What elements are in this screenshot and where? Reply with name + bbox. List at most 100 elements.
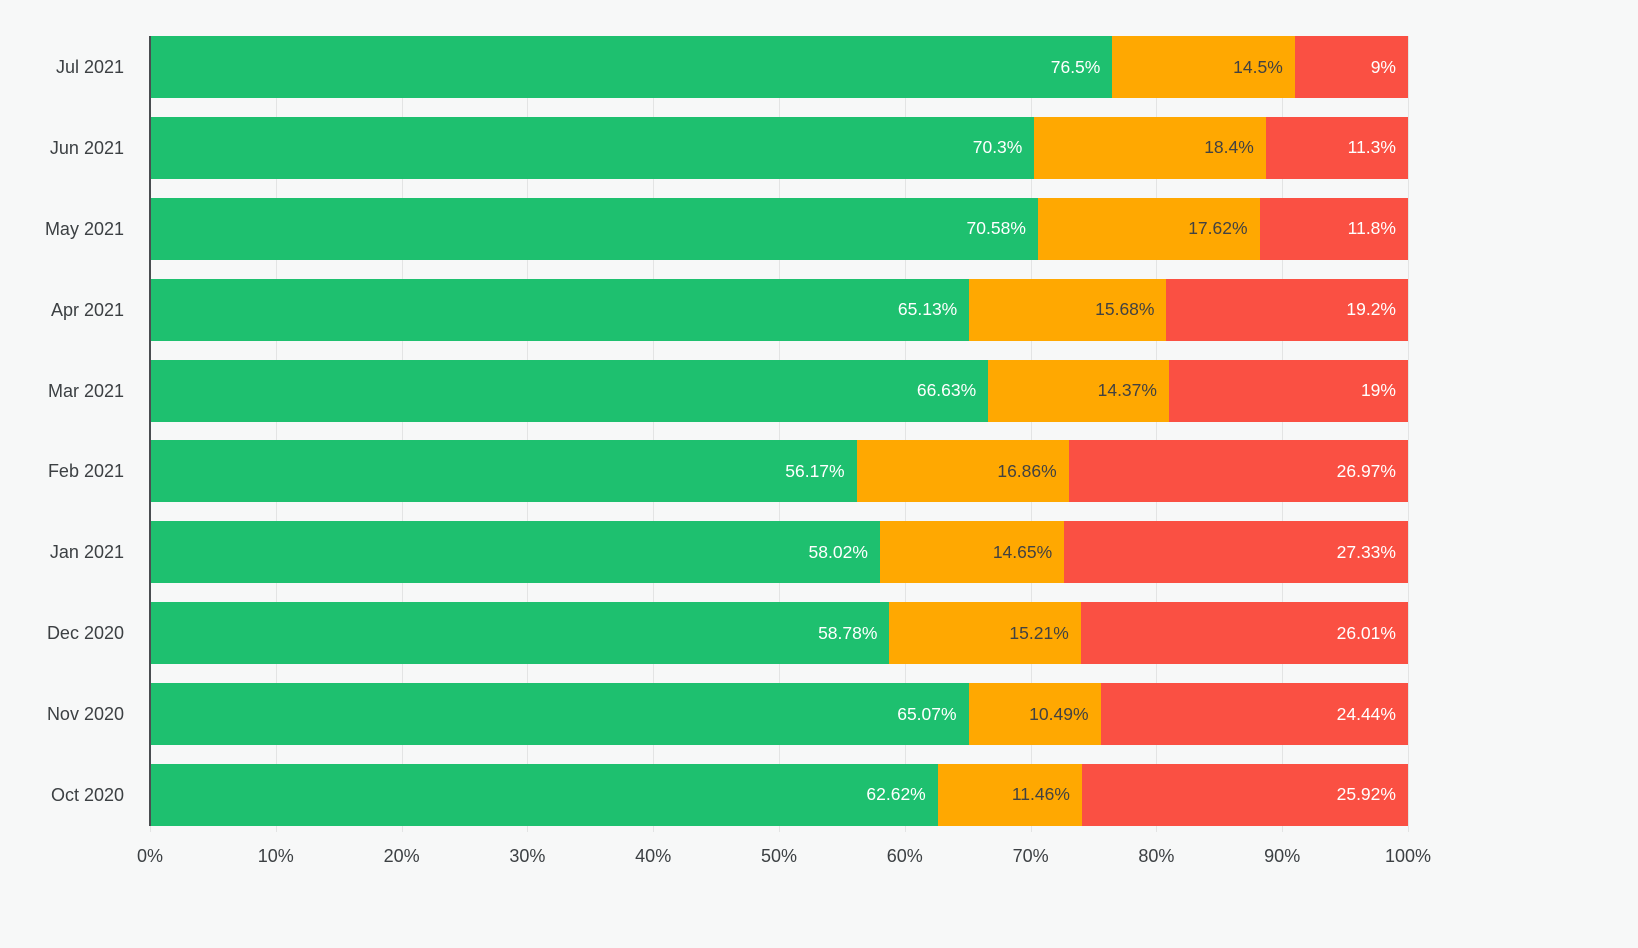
stacked-bar: 62.62% 11.46% 25.92% [150,763,1408,826]
x-tick-label: 30% [509,846,546,866]
category-label: Jun 2021 [49,137,124,158]
bar-row: May 2021 70.58% 17.62% 11.8% [45,197,1408,260]
segment-orange[interactable]: 18.4% [1034,116,1266,179]
category-label: May 2021 [44,218,124,239]
segment-green[interactable]: 65.07% [150,683,969,745]
gridline [1030,36,1032,832]
bar-row: Dec 2020 58.78% 15.21% 26.01% [47,602,1408,665]
category-label: Feb 2021 [47,461,124,482]
x-axis-tick-labels: 0% 10% 20% 30% 40% 50% 60% 70% 80% 90% 100% [137,846,1431,870]
bar-row: Jan 2021 58.02% 14.65% 27.33% [50,521,1408,584]
stacked-bar: 65.07% 10.49% 24.44% [150,683,1408,745]
x-tick-label: 70% [1012,846,1049,866]
stacked-bar: 58.78% 15.21% 26.01% [150,602,1408,665]
segment-green[interactable]: 66.63% [150,359,989,422]
segment-value-label: 16.86% [997,460,1057,481]
segment-value-label: 10.49% [1029,703,1089,724]
stacked-bar: 70.3% 18.4% 11.3% [150,116,1408,179]
segment-red[interactable]: 27.33% [1064,521,1408,584]
segment-value-label: 24.44% [1336,703,1396,724]
segment-green[interactable]: 58.78% [150,602,890,665]
segment-red[interactable]: 19.2% [1166,278,1408,341]
gridline [1408,36,1409,832]
segment-orange[interactable]: 15.21% [889,602,1081,665]
segment-green[interactable]: 56.17% [150,440,857,503]
segment-value-label: 14.37% [1097,380,1157,400]
segment-red[interactable]: 26.01% [1080,602,1408,665]
segment-orange[interactable]: 17.62% [1037,197,1260,260]
segment-red[interactable]: 25.92% [1081,763,1408,826]
segment-orange[interactable]: 15.68% [969,278,1167,341]
stacked-bar: 58.02% 14.65% 27.33% [150,521,1408,584]
segment-value-label: 70.3% [972,137,1023,158]
x-tick-label: 60% [886,846,923,866]
segment-red[interactable]: 11.8% [1259,197,1408,260]
x-tick-label: 20% [383,846,420,866]
segment-value-label: 70.58% [966,218,1026,239]
segment-red[interactable]: 11.3% [1265,116,1408,179]
segment-value-label: 76.5% [1050,56,1101,77]
category-label: Mar 2021 [47,380,124,401]
segment-red[interactable]: 19% [1168,359,1408,422]
segment-value-label: 14.5% [1233,56,1283,77]
segment-green[interactable]: 62.62% [150,763,938,826]
segment-value-label: 66.63% [916,380,977,400]
segment-value-label: 18.4% [1204,137,1254,158]
segment-red[interactable]: 26.97% [1068,440,1408,503]
segment-value-label: 19.2% [1346,299,1396,320]
segment-value-label: 9% [1370,56,1396,77]
category-label: Dec 2020 [46,623,124,644]
x-tick-label: 80% [1138,846,1175,866]
segment-value-label: 56.17% [785,460,845,481]
segment-green[interactable]: 70.58% [150,197,1038,260]
segment-value-label: 15.21% [1009,622,1069,643]
segment-value-label: 65.13% [897,299,958,320]
gridline [401,36,403,832]
segment-orange[interactable]: 14.65% [879,521,1065,584]
bar-row: Nov 2020 65.07% 10.49% 24.44% [47,683,1408,745]
bar-row: Apr 2021 65.13% 15.68% 19.2% [51,278,1408,341]
segment-orange[interactable]: 10.49% [968,683,1101,745]
segment-value-label: 25.92% [1336,784,1396,805]
gridline [1282,36,1284,832]
segment-green[interactable]: 65.13% [150,278,970,341]
category-label: Apr 2021 [50,299,124,320]
x-tick-label: 40% [635,846,672,866]
segment-green[interactable]: 76.5% [150,36,1113,98]
segment-value-label: 26.01% [1336,622,1396,643]
y-axis-line [149,36,151,826]
segment-value-label: 58.78% [818,622,878,643]
gridline [904,36,906,832]
bar-rows: Jul 2021 76.5% 14.5% 9% Jun 2021 70.3% 18.4% 11… [45,36,1408,826]
segment-value-label: 27.33% [1336,541,1396,562]
gridline [653,36,655,832]
segment-orange[interactable]: 11.46% [937,763,1082,826]
segment-orange[interactable]: 16.86% [856,440,1069,503]
bar-row: Feb 2021 56.17% 16.86% 26.97% [48,440,1408,503]
segment-value-label: 14.65% [992,541,1053,562]
segment-value-label: 17.62% [1188,218,1248,239]
category-label: Jan 2021 [49,542,124,563]
category-label: Jul 2021 [55,57,124,77]
category-label: Oct 2020 [50,784,124,805]
stacked-bar: 70.58% 17.62% 11.8% [150,197,1408,260]
segment-orange[interactable]: 14.37% [988,359,1169,422]
segment-red[interactable]: 9% [1294,36,1408,98]
segment-value-label: 19% [1360,380,1396,400]
segment-green[interactable]: 70.3% [150,116,1035,179]
bar-row: Jun 2021 70.3% 18.4% 11.3% [50,116,1408,179]
segment-value-label: 62.62% [866,784,926,805]
segment-orange[interactable]: 14.5% [1112,36,1295,98]
segment-value-label: 65.07% [897,703,957,724]
category-label: Nov 2020 [46,704,124,724]
stacked-bar: 65.13% 15.68% 19.2% [150,278,1408,341]
segment-green[interactable]: 58.02% [150,521,880,584]
bar-row: Oct 2020 62.62% 11.46% 25.92% [51,763,1408,826]
segment-value-label: 11.3% [1347,137,1396,158]
segment-value-label: 15.68% [1095,299,1155,320]
gridline [779,36,780,832]
segment-value-label: 26.97% [1336,460,1396,481]
x-tick-label: 90% [1264,846,1301,866]
segment-red[interactable]: 24.44% [1100,683,1408,745]
